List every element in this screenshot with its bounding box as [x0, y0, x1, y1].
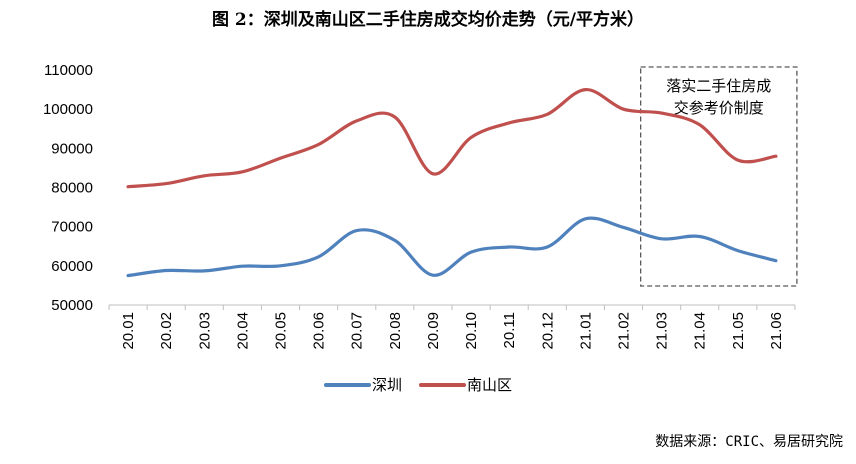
y-tick-label: 80000 — [51, 180, 93, 197]
y-tick-label: 50000 — [51, 297, 93, 314]
x-tick-label: 21.03 — [654, 312, 671, 350]
y-tick-label: 60000 — [51, 258, 93, 275]
x-tick-label: 20.06 — [311, 312, 328, 350]
x-tick-label: 20.11 — [501, 312, 518, 348]
legend-label-nanshan: 南山区 — [467, 376, 512, 394]
y-tick-label: 90000 — [51, 140, 93, 157]
x-tick-label: 21.05 — [730, 312, 747, 350]
annotation-line-2: 交参考价制度 — [674, 99, 764, 117]
annotation-line-1: 落实二手住房成 — [666, 77, 771, 95]
source-note: 数据来源：CRIC、易居研究院 — [655, 434, 843, 450]
y-tick-label: 100000 — [43, 101, 93, 118]
x-tick-label: 21.06 — [768, 312, 785, 350]
y-axis-ticks: 50000 60000 70000 80000 90000 100000 110000 — [43, 62, 93, 314]
chart-title: 图 2：深圳及南山区二手住房成交均价走势（元/平方米） — [212, 9, 644, 30]
x-tick-label: 20.05 — [273, 312, 290, 350]
x-tick-label: 20.03 — [196, 312, 213, 350]
y-tick-label: 70000 — [51, 219, 93, 236]
x-tick-label: 20.02 — [158, 312, 175, 350]
legend: 深圳 南山区 — [324, 376, 512, 394]
x-tick-label: 20.09 — [425, 312, 442, 350]
annotation-box — [640, 66, 798, 287]
x-tick-label: 21.04 — [692, 312, 709, 350]
series-lines — [126, 88, 778, 278]
x-tick-label: 20.12 — [539, 312, 556, 350]
x-axis-ticks: 20.01 20.02 20.03 20.04 20.05 20.06 20.07 20.08… — [108, 305, 796, 350]
series-line-shenzhen — [126, 216, 778, 278]
x-tick-label: 21.02 — [616, 312, 633, 350]
x-tick-label: 20.08 — [387, 312, 404, 350]
y-tick-label: 110000 — [44, 62, 93, 79]
x-tick-label: 20.07 — [349, 312, 366, 350]
x-tick-label: 21.01 — [577, 312, 594, 350]
x-tick-label: 20.10 — [463, 312, 480, 350]
x-tick-label: 20.01 — [120, 312, 137, 350]
series-line-nanshan — [126, 88, 778, 189]
x-tick-label: 20.04 — [234, 312, 251, 350]
legend-label-shenzhen: 深圳 — [372, 376, 402, 394]
